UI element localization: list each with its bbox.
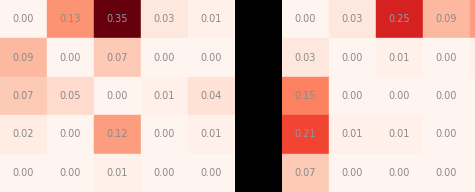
- Bar: [94, 0, 141, 38]
- Bar: [329, 0, 376, 38]
- Text: 0.00: 0.00: [436, 129, 457, 139]
- Text: 0.07: 0.07: [107, 53, 128, 63]
- Bar: [141, 0, 188, 38]
- Text: 0.03: 0.03: [342, 14, 363, 24]
- Bar: [47, 77, 94, 115]
- Bar: [423, 38, 470, 77]
- Bar: [282, 154, 329, 192]
- Text: 0.00: 0.00: [107, 91, 128, 101]
- Bar: [0, 0, 47, 38]
- Bar: [423, 115, 470, 154]
- Text: 0.09: 0.09: [13, 53, 34, 63]
- Bar: [94, 115, 141, 154]
- Bar: [47, 115, 94, 154]
- Text: 0.00: 0.00: [342, 53, 363, 63]
- Bar: [0, 38, 47, 77]
- Bar: [376, 115, 423, 154]
- Bar: [47, 154, 94, 192]
- Text: 0.00: 0.00: [389, 168, 410, 178]
- Bar: [141, 115, 188, 154]
- Bar: [141, 154, 188, 192]
- Text: 0.13: 0.13: [60, 14, 81, 24]
- Bar: [329, 115, 376, 154]
- Text: 0.00: 0.00: [436, 53, 457, 63]
- Text: 0.00: 0.00: [154, 129, 175, 139]
- Bar: [470, 154, 475, 192]
- Bar: [329, 77, 376, 115]
- Bar: [282, 38, 329, 77]
- Text: 0.00: 0.00: [201, 53, 222, 63]
- Bar: [188, 0, 235, 38]
- Bar: [94, 38, 141, 77]
- Text: 0.01: 0.01: [107, 168, 128, 178]
- Text: 0.01: 0.01: [201, 14, 222, 24]
- Bar: [94, 154, 141, 192]
- Bar: [282, 0, 329, 38]
- Bar: [423, 154, 470, 192]
- Text: 0.03: 0.03: [295, 53, 316, 63]
- Text: 0.01: 0.01: [154, 91, 175, 101]
- Bar: [329, 154, 376, 192]
- Text: 0.01: 0.01: [389, 53, 410, 63]
- Text: 0.12: 0.12: [107, 129, 128, 139]
- Text: 0.01: 0.01: [342, 129, 363, 139]
- Text: 0.00: 0.00: [201, 168, 222, 178]
- Text: 0.01: 0.01: [201, 129, 222, 139]
- Text: 0.00: 0.00: [154, 168, 175, 178]
- Text: 0.02: 0.02: [13, 129, 34, 139]
- Text: 0.07: 0.07: [13, 91, 34, 101]
- Bar: [0, 115, 47, 154]
- Text: 0.15: 0.15: [295, 91, 316, 101]
- Bar: [329, 38, 376, 77]
- Text: 0.00: 0.00: [436, 168, 457, 178]
- Text: 0.05: 0.05: [60, 91, 81, 101]
- Bar: [141, 77, 188, 115]
- Text: 0.03: 0.03: [154, 14, 175, 24]
- Text: 0.21: 0.21: [295, 129, 316, 139]
- Bar: [94, 77, 141, 115]
- Text: 0.25: 0.25: [389, 14, 410, 24]
- Bar: [188, 38, 235, 77]
- Text: 0.00: 0.00: [60, 129, 81, 139]
- Bar: [423, 77, 470, 115]
- Bar: [376, 77, 423, 115]
- Bar: [47, 38, 94, 77]
- Text: 0.00: 0.00: [154, 53, 175, 63]
- Bar: [470, 77, 475, 115]
- Text: 0.00: 0.00: [342, 168, 363, 178]
- Bar: [0, 77, 47, 115]
- Text: 0.00: 0.00: [295, 14, 316, 24]
- Bar: [188, 77, 235, 115]
- Bar: [470, 115, 475, 154]
- Text: 0.00: 0.00: [436, 91, 457, 101]
- Bar: [188, 115, 235, 154]
- Text: 0.35: 0.35: [107, 14, 128, 24]
- Text: 0.00: 0.00: [389, 91, 410, 101]
- Text: 0.07: 0.07: [295, 168, 316, 178]
- Text: 0.00: 0.00: [60, 53, 81, 63]
- Bar: [423, 0, 470, 38]
- Text: 0.01: 0.01: [389, 129, 410, 139]
- Bar: [188, 154, 235, 192]
- Bar: [470, 38, 475, 77]
- Bar: [282, 115, 329, 154]
- Bar: [141, 38, 188, 77]
- Bar: [47, 0, 94, 38]
- Text: 0.00: 0.00: [60, 168, 81, 178]
- Bar: [0, 154, 47, 192]
- Bar: [282, 77, 329, 115]
- Bar: [376, 38, 423, 77]
- Text: 0.09: 0.09: [436, 14, 457, 24]
- Text: 0.00: 0.00: [13, 168, 34, 178]
- Bar: [376, 0, 423, 38]
- Text: 0.00: 0.00: [342, 91, 363, 101]
- Text: 0.04: 0.04: [201, 91, 222, 101]
- Bar: [470, 0, 475, 38]
- Text: 0.00: 0.00: [13, 14, 34, 24]
- Bar: [376, 154, 423, 192]
